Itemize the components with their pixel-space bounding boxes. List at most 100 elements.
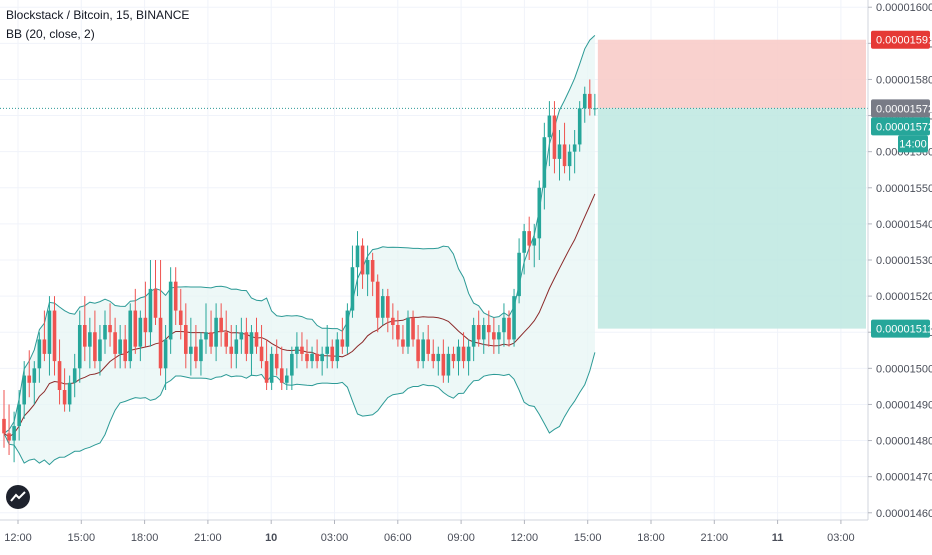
candle-body[interactable]	[32, 368, 37, 383]
candle-body[interactable]	[492, 332, 496, 340]
candle-body[interactable]	[209, 332, 213, 347]
candle-body[interactable]	[249, 332, 254, 354]
candle-body[interactable]	[507, 317, 511, 340]
candle-body[interactable]	[305, 353, 309, 362]
candle-body[interactable]	[168, 281, 173, 340]
candle-body[interactable]	[123, 339, 127, 362]
candle-body[interactable]	[552, 115, 557, 159]
candle-body[interactable]	[113, 332, 117, 354]
candle-body[interactable]	[588, 93, 592, 109]
candle-body[interactable]	[47, 310, 52, 354]
candle-body[interactable]	[254, 332, 259, 347]
candle-body[interactable]	[77, 325, 82, 369]
candle-body[interactable]	[12, 426, 16, 441]
candle-body[interactable]	[173, 281, 178, 311]
candle-body[interactable]	[340, 339, 345, 347]
candle-body[interactable]	[22, 375, 26, 405]
candle-body[interactable]	[355, 245, 360, 268]
candle-body[interactable]	[244, 332, 249, 354]
candle-body[interactable]	[234, 339, 239, 354]
candle-body[interactable]	[219, 317, 223, 333]
candle-body[interactable]	[269, 353, 274, 383]
candle-body[interactable]	[330, 346, 335, 362]
candle-body[interactable]	[593, 108, 597, 110]
candle-body[interactable]	[153, 288, 158, 318]
candle-body[interactable]	[239, 332, 244, 340]
candle-body[interactable]	[562, 144, 567, 167]
candle-body[interactable]	[335, 339, 340, 362]
candle-body[interactable]	[487, 325, 491, 333]
candle-body[interactable]	[290, 353, 294, 376]
candle-body[interactable]	[27, 375, 32, 383]
candle-body[interactable]	[148, 288, 153, 333]
candle-body[interactable]	[93, 332, 97, 362]
candle-body[interactable]	[72, 368, 77, 383]
candle-body[interactable]	[370, 260, 375, 282]
candle-body[interactable]	[229, 346, 234, 354]
candle-body[interactable]	[184, 325, 188, 354]
candle-body[interactable]	[557, 144, 562, 159]
candle-body[interactable]	[17, 404, 21, 427]
candle-body[interactable]	[411, 317, 415, 340]
candle-body[interactable]	[88, 332, 92, 347]
candle-body[interactable]	[52, 310, 57, 362]
candle-body[interactable]	[446, 353, 451, 376]
candle-body[interactable]	[497, 332, 501, 340]
candle-body[interactable]	[320, 353, 324, 362]
candle-body[interactable]	[582, 93, 587, 109]
candle-body[interactable]	[441, 353, 446, 376]
candle-body[interactable]	[189, 346, 193, 354]
candle-body[interactable]	[421, 339, 425, 362]
candle-body[interactable]	[567, 151, 572, 167]
candle-body[interactable]	[143, 317, 148, 333]
candle-body[interactable]	[178, 310, 183, 325]
candle-body[interactable]	[310, 353, 314, 362]
candle-body[interactable]	[517, 252, 521, 297]
candle-body[interactable]	[214, 317, 218, 347]
candle-body[interactable]	[98, 339, 102, 362]
candle-body[interactable]	[401, 339, 405, 347]
candle-body[interactable]	[37, 339, 42, 369]
candle-body[interactable]	[300, 346, 304, 354]
candle-body[interactable]	[128, 310, 133, 362]
candle-body[interactable]	[360, 245, 365, 275]
candle-body[interactable]	[7, 433, 11, 441]
candle-body[interactable]	[163, 339, 168, 369]
tradingview-logo[interactable]	[6, 485, 30, 509]
candle-body[interactable]	[547, 115, 552, 138]
candle-body[interactable]	[527, 231, 531, 246]
candle-body[interactable]	[264, 361, 269, 383]
candle-body[interactable]	[315, 353, 319, 362]
candle-body[interactable]	[466, 346, 471, 362]
candle-body[interactable]	[158, 317, 163, 369]
position-target-zone[interactable]	[597, 108, 866, 329]
candle-body[interactable]	[138, 317, 143, 347]
candle-body[interactable]	[522, 231, 526, 253]
candle-body[interactable]	[279, 368, 284, 383]
candle-body[interactable]	[461, 346, 466, 362]
candle-body[interactable]	[42, 339, 47, 354]
position-stop-zone[interactable]	[597, 39, 866, 109]
candle-body[interactable]	[375, 281, 380, 318]
candle-body[interactable]	[532, 238, 537, 246]
candle-body[interactable]	[345, 310, 350, 347]
candle-body[interactable]	[199, 339, 203, 362]
candle-body[interactable]	[512, 296, 516, 340]
candle-body[interactable]	[194, 346, 198, 362]
candle-body[interactable]	[386, 296, 390, 318]
candle-body[interactable]	[118, 339, 122, 354]
candle-body[interactable]	[456, 346, 461, 362]
candle-body[interactable]	[259, 346, 264, 362]
candle-body[interactable]	[416, 339, 420, 362]
candle-body[interactable]	[471, 325, 476, 347]
candle-body[interactable]	[537, 187, 542, 239]
candle-body[interactable]	[62, 390, 67, 405]
candle-body[interactable]	[57, 361, 62, 390]
candle-body[interactable]	[365, 260, 370, 275]
candle-body[interactable]	[2, 418, 6, 434]
candle-body[interactable]	[431, 353, 436, 362]
candle-body[interactable]	[295, 346, 299, 354]
candle-body[interactable]	[380, 296, 385, 318]
candle-body[interactable]	[103, 325, 107, 340]
candle-body[interactable]	[426, 339, 430, 354]
